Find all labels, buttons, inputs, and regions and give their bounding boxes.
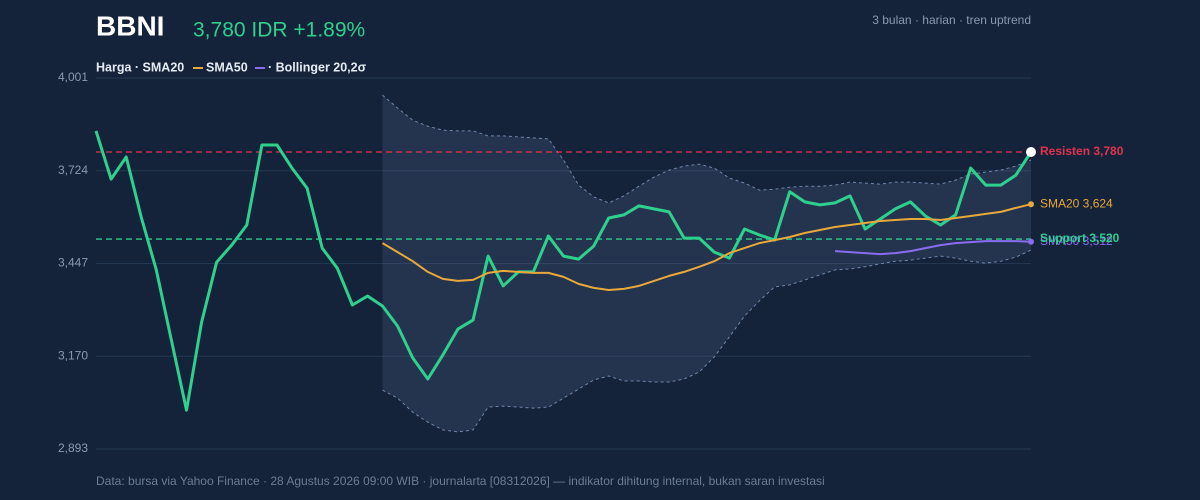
chart-note: 3 bulan · harian · tren uptrend [872,13,1031,27]
last-price-marker [1026,146,1036,157]
chart-subtitle: 3,780 IDR +1.89% [193,19,365,42]
y-tick-label: 3,724 [58,163,88,177]
y-tick-label: 3,170 [58,348,88,362]
end-marker [1028,201,1034,208]
y-tick-label: 3,447 [58,256,88,270]
y-tick-label: 2,893 [58,441,88,455]
y-tick-label: 4,001 [58,70,88,84]
legend-label: Harga · SMA20 [96,60,184,74]
series-line [381,203,1032,291]
legend: Harga · SMA20 SMA50 · Bollinger 20,2σ [96,60,367,74]
series-line [834,240,1032,256]
footer: Data: bursa via Yahoo Finance · 28 Agust… [96,474,825,488]
end-label: SMA20 3,624 [1040,196,1113,210]
legend-label: · Bollinger 20,2σ [268,60,367,74]
level-label: Resisten 3,780 [1040,144,1124,158]
end-label: SMA50 3,512 [1040,234,1113,248]
bollinger-lower [382,249,1032,433]
level-label: Support 3,520 [1040,231,1120,245]
end-marker [1028,238,1034,245]
legend-label: SMA50 [206,60,248,74]
chart-title: BBNI [96,10,164,41]
